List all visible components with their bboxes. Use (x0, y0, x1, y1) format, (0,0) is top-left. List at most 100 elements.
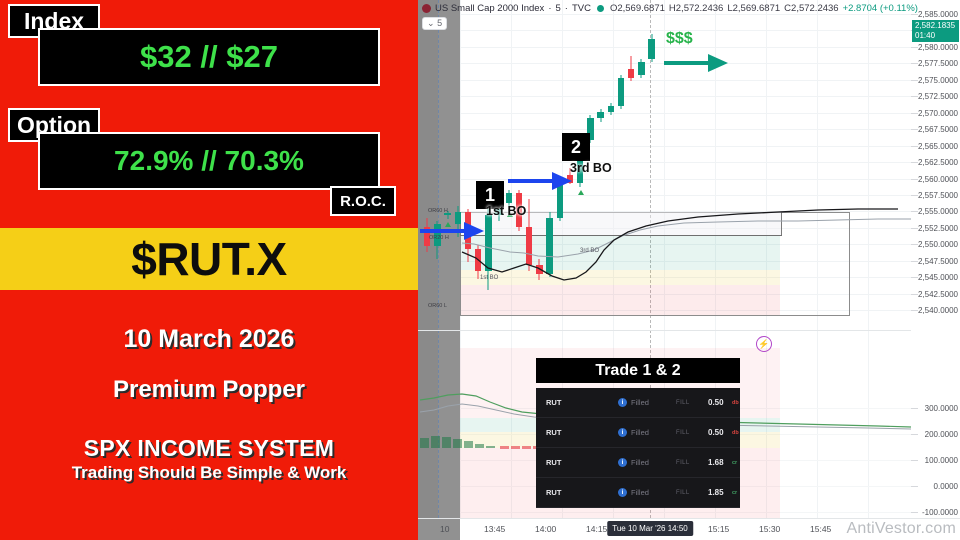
trade-row[interactable]: RUT i Filled FILL 1.85 cr (536, 478, 740, 508)
trade-status: Filled (631, 398, 649, 407)
price-tick: 2,542.5000 (917, 289, 958, 299)
timeframe-value: 5 (437, 18, 443, 28)
trade-symbol: RUT (546, 398, 562, 407)
candlestick (536, 258, 543, 281)
time-scale-premarket (418, 519, 460, 540)
trade-status: Filled (631, 488, 649, 497)
trade-fill-label: FILL (676, 489, 690, 496)
candlestick (485, 208, 492, 290)
price-tick-dash (911, 260, 918, 262)
grid-line-v (868, 0, 869, 518)
lower-pane-tick: 0.0000 (933, 482, 958, 491)
trade-type: db (732, 429, 739, 436)
volume-bar (486, 446, 495, 448)
grid-line-h (418, 145, 911, 147)
price-tick-dash (911, 293, 918, 295)
volume-bar (453, 439, 462, 448)
chart-header: US Small Cap 2000 Index · 5 · TVC O2,569… (422, 1, 918, 15)
chart-container[interactable]: 1 1st BO 2 3rd BO $$$ 1st BO 3rd BO OR60… (418, 0, 960, 540)
trade-fill-label: FILL (676, 399, 690, 406)
trade-status: Filled (631, 458, 649, 467)
price-tick-dash (911, 277, 918, 279)
grid-line-h (418, 14, 911, 15)
option-value: 72.9% // 70.3% (38, 132, 380, 190)
premarket-shade-dark (418, 0, 438, 518)
session-divider-left (438, 0, 439, 518)
volume-bar-neg (511, 446, 520, 449)
price-tick-dash (911, 178, 918, 180)
info-icon[interactable]: i (618, 458, 627, 467)
grid-line-h (418, 178, 911, 180)
range-box-outer (460, 212, 850, 316)
price-scale[interactable]: 2,582.1835 01:40 2,585.00002,582.50002,5… (911, 0, 960, 518)
price-tick-dash (911, 63, 918, 65)
ohlc-open-label: O (609, 2, 618, 14)
marker-1-label: 1st BO (486, 204, 527, 218)
trade-list[interactable]: RUT i Filled FILL 0.50 db RUT i Filled FILL 0.50 db… (536, 388, 740, 508)
timeframe-chip[interactable]: ⌄ 5 (422, 17, 448, 30)
price-tick: 2,555.0000 (917, 207, 958, 217)
candle-body (536, 264, 543, 275)
price-tick-dash (911, 46, 918, 48)
candlestick (638, 59, 645, 78)
index-value: $32 // $27 (38, 28, 380, 86)
volume-bar (464, 441, 473, 448)
candlestick (526, 199, 533, 272)
candle-body (556, 180, 563, 219)
strategy-name: Premium Popper (112, 376, 306, 403)
candlestick (454, 205, 461, 237)
info-icon[interactable]: i (618, 488, 627, 497)
grid-line-h (418, 46, 911, 48)
candlestick (617, 74, 625, 110)
price-tick: 2,562.5000 (917, 158, 958, 168)
trade-status: Filled (631, 428, 649, 437)
price-tick-dash (911, 112, 918, 114)
current-price: 2,582.1835 (915, 21, 956, 31)
info-icon[interactable]: i (618, 428, 627, 437)
trade-row[interactable]: RUT i Filled FILL 0.50 db (536, 418, 740, 448)
chart-interval[interactable]: 5 (555, 2, 561, 14)
time-tick: 10 (440, 524, 450, 534)
trade-price: 1.85 (708, 488, 724, 497)
grid-line-h (418, 260, 911, 262)
candle-body (648, 39, 655, 60)
profit-label: $$$ (666, 30, 693, 47)
trade-row[interactable]: RUT i Filled FILL 0.50 db (536, 388, 740, 418)
candle-body (617, 77, 625, 106)
trade-type: cr (732, 489, 738, 496)
price-tick-dash (911, 244, 918, 246)
price-tick-dash (911, 79, 918, 81)
buy-signal-icon (578, 189, 584, 195)
volume-bar (431, 436, 440, 448)
time-tick: 14:00 (535, 524, 557, 534)
lightning-icon[interactable]: ⚡ (756, 336, 772, 352)
candle-body (638, 62, 645, 75)
lower-tick-dash (911, 512, 918, 513)
roc-tag: R.O.C. (330, 186, 396, 216)
candle-body (434, 224, 441, 247)
ohlc-low: L2,569.6871 (727, 3, 780, 14)
price-tick: 2,540.0000 (917, 306, 958, 316)
candle-body (607, 105, 614, 113)
volume-bar-neg (522, 446, 531, 449)
system-tagline: Trading Should Be Simple & Work (71, 463, 347, 482)
candlestick (444, 211, 451, 219)
price-tick: 2,575.0000 (917, 75, 958, 85)
candle-body (424, 227, 431, 247)
grid-line-v (766, 0, 767, 518)
candlestick (505, 190, 512, 209)
system-name: SPX INCOME SYSTEM (83, 435, 335, 461)
grid-line-v (562, 0, 563, 518)
time-tick: 15:15 (708, 524, 730, 534)
chart-symbol[interactable]: US Small Cap 2000 Index (435, 2, 545, 14)
info-icon[interactable]: i (618, 398, 627, 407)
trade-row[interactable]: RUT i Filled FILL 1.68 cr (536, 448, 740, 478)
lower-pane-tick: 300.0000 (924, 404, 958, 413)
price-tick: 2,550.0000 (917, 240, 958, 250)
time-scale[interactable]: Tue 10 Mar '26 14:50 1013:4514:0014:1514… (418, 518, 960, 540)
price-tick-dash (911, 227, 918, 229)
lower-pane-tick: 200.0000 (924, 430, 958, 439)
price-tick: 2,580.0000 (917, 42, 958, 52)
chart-exchange: TVC (571, 2, 591, 14)
